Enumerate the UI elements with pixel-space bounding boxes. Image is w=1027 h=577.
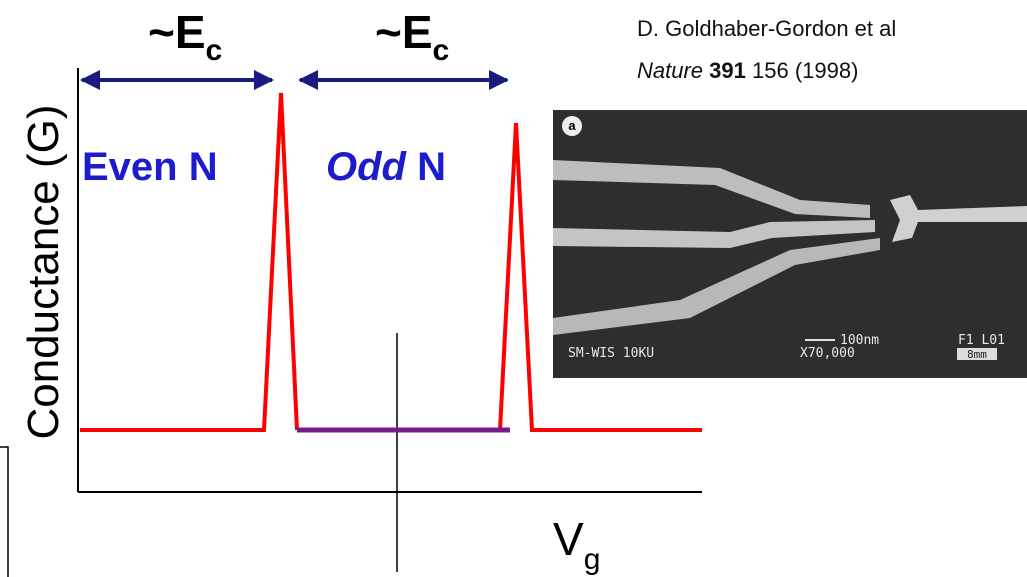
slide: ~Ec ~Ec Even N Odd N Conductance (G) Vg … — [0, 0, 1027, 577]
odd-n: N — [417, 145, 446, 189]
conductance-curve — [80, 93, 297, 430]
x-axis-label: Vg — [553, 513, 600, 576]
even-n: N — [189, 145, 218, 189]
energy-main: ~E — [375, 6, 433, 58]
citation-authors: D. Goldhaber-Gordon et al — [637, 16, 896, 41]
x-sub: g — [584, 543, 601, 576]
energy-main: ~E — [148, 6, 206, 58]
energy-label: ~Ec — [375, 6, 449, 67]
volume: 391 — [709, 58, 746, 83]
panel-letter: a — [568, 118, 576, 133]
citation-ref: Nature 391 156 (1998) — [637, 58, 858, 83]
code: F1 L01 — [958, 333, 1005, 348]
pages-year: 156 (1998) — [752, 58, 858, 83]
energy-sub: c — [433, 34, 450, 67]
y-axis-label: Conductance (G) — [19, 104, 68, 439]
corner-box — [0, 447, 8, 577]
even-label: Even N — [82, 145, 218, 189]
odd-label: Odd N — [326, 145, 446, 189]
bar-label: 8mm — [967, 348, 987, 361]
energy-label: ~Ec — [148, 6, 222, 67]
caption: SM-WIS 10KU — [568, 346, 654, 361]
energy-sub: c — [206, 34, 223, 67]
odd-word: Odd — [326, 145, 408, 189]
journal: Nature — [637, 58, 703, 83]
micrograph: a SM-WIS 10KU 100nm X70,000 F1 L01 8mm — [553, 110, 1027, 378]
x-main: V — [553, 513, 584, 565]
even-word: Even — [82, 145, 178, 189]
magnification: X70,000 — [800, 346, 855, 361]
